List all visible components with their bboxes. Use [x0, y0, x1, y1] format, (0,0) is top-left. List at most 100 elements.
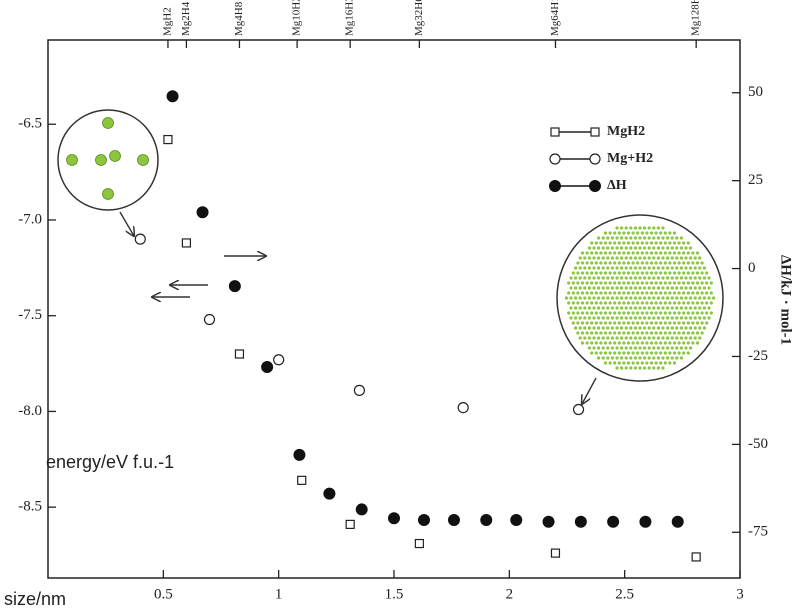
y-tick-label: -8.0: [18, 403, 42, 419]
atom: [636, 241, 639, 244]
atom: [696, 251, 699, 254]
atom: [634, 236, 637, 239]
atom: [675, 306, 678, 309]
atom: [609, 351, 612, 354]
atom: [609, 321, 612, 324]
atom: [696, 341, 699, 344]
atom: [645, 331, 648, 334]
y-tick-label: -8.5: [18, 499, 42, 515]
atom: [597, 306, 600, 309]
atom: [638, 346, 641, 349]
atom: [655, 321, 658, 324]
atom: [588, 256, 591, 259]
atom: [572, 311, 575, 314]
atom: [604, 271, 607, 274]
atom: [606, 246, 609, 249]
atom: [698, 306, 701, 309]
atom: [602, 246, 605, 249]
atom: [643, 226, 646, 229]
atom: [138, 155, 149, 166]
atom: [618, 241, 621, 244]
atom: [705, 301, 708, 304]
atom: [691, 261, 694, 264]
y2-tick-label: 50: [748, 84, 763, 100]
legend-marker: [591, 128, 599, 136]
atom: [604, 261, 607, 264]
atom: [671, 316, 674, 319]
atom: [694, 306, 697, 309]
atom: [687, 271, 690, 274]
atom: [636, 311, 639, 314]
atom: [613, 301, 616, 304]
atom: [657, 306, 660, 309]
marker: [167, 91, 178, 102]
atom: [643, 236, 646, 239]
atom: [682, 301, 685, 304]
atom: [659, 321, 662, 324]
atom: [588, 336, 591, 339]
atom: [611, 336, 614, 339]
marker: [481, 514, 492, 525]
marker: [197, 207, 208, 218]
atom: [682, 291, 685, 294]
atom: [689, 296, 692, 299]
atom: [574, 276, 577, 279]
atom: [622, 311, 625, 314]
atom: [694, 316, 697, 319]
atom: [668, 251, 671, 254]
atom: [602, 236, 605, 239]
atom: [680, 276, 683, 279]
atom: [590, 241, 593, 244]
atom: [636, 361, 639, 364]
atom: [641, 231, 644, 234]
marker: [294, 449, 305, 460]
atom: [657, 336, 660, 339]
atom: [655, 241, 658, 244]
atom: [650, 331, 653, 334]
atom: [592, 286, 595, 289]
atom: [703, 286, 706, 289]
atom: [632, 321, 635, 324]
atom: [103, 189, 114, 200]
atom: [682, 261, 685, 264]
atom: [592, 336, 595, 339]
atom: [689, 336, 692, 339]
y-tick-label: -7.0: [18, 211, 42, 227]
atom: [67, 155, 78, 166]
atom: [712, 296, 715, 299]
atom: [632, 291, 635, 294]
atom: [648, 366, 651, 369]
atom: [641, 241, 644, 244]
atom: [625, 346, 628, 349]
atom: [592, 276, 595, 279]
atom: [103, 118, 114, 129]
atom: [595, 241, 598, 244]
legend-marker: [551, 128, 559, 136]
atom: [648, 326, 651, 329]
atom: [687, 281, 690, 284]
legend-marker: [590, 181, 601, 192]
atom: [661, 316, 664, 319]
atom: [586, 251, 589, 254]
atom: [629, 306, 632, 309]
atom: [627, 361, 630, 364]
atom: [620, 276, 623, 279]
atom: [682, 271, 685, 274]
atom: [664, 331, 667, 334]
atom: [710, 301, 713, 304]
atom: [694, 296, 697, 299]
atom: [671, 246, 674, 249]
atom: [638, 236, 641, 239]
atom: [687, 301, 690, 304]
atom: [572, 301, 575, 304]
atom: [661, 226, 664, 229]
atom: [678, 301, 681, 304]
atom: [668, 261, 671, 264]
atom: [678, 331, 681, 334]
atom: [625, 236, 628, 239]
atom: [606, 276, 609, 279]
marker: [204, 315, 214, 325]
atom: [650, 251, 653, 254]
atom: [668, 241, 671, 244]
atom: [684, 256, 687, 259]
